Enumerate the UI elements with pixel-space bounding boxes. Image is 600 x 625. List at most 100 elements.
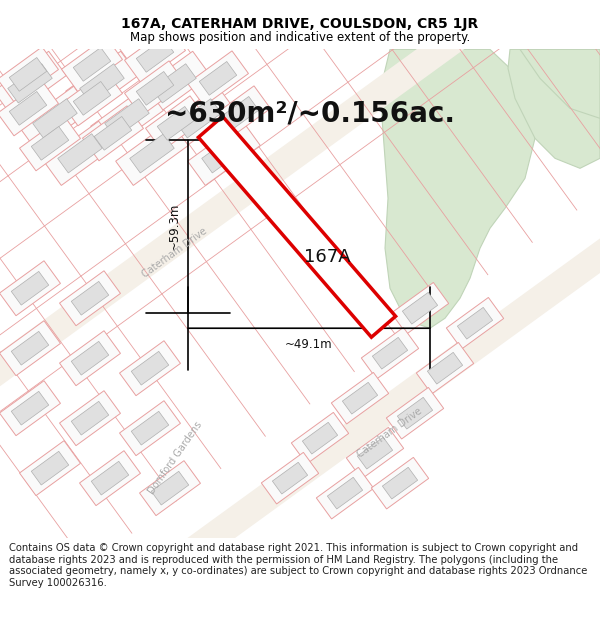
Polygon shape (91, 461, 129, 495)
Polygon shape (292, 412, 349, 464)
Text: Contains OS data © Crown copyright and database right 2021. This information is : Contains OS data © Crown copyright and d… (9, 543, 587, 588)
Polygon shape (371, 458, 428, 509)
Polygon shape (151, 471, 189, 505)
Text: 167A: 167A (304, 248, 350, 266)
Polygon shape (157, 106, 195, 140)
Polygon shape (202, 134, 246, 173)
Polygon shape (199, 61, 237, 95)
Polygon shape (19, 86, 91, 151)
Polygon shape (177, 99, 221, 138)
Polygon shape (221, 96, 259, 130)
Polygon shape (11, 271, 49, 305)
Polygon shape (373, 338, 407, 369)
Polygon shape (416, 342, 473, 394)
Polygon shape (343, 382, 377, 414)
Polygon shape (11, 331, 49, 365)
Text: Map shows position and indicative extent of the property.: Map shows position and indicative extent… (130, 31, 470, 44)
Polygon shape (209, 86, 271, 141)
Polygon shape (272, 462, 308, 494)
Polygon shape (136, 71, 174, 105)
Polygon shape (427, 352, 463, 384)
Polygon shape (199, 116, 395, 338)
Polygon shape (446, 298, 503, 349)
Polygon shape (361, 328, 419, 379)
Polygon shape (0, 81, 58, 136)
Polygon shape (59, 271, 121, 326)
Polygon shape (0, 381, 61, 436)
Polygon shape (71, 401, 109, 435)
Polygon shape (73, 81, 111, 115)
Polygon shape (44, 121, 116, 186)
Polygon shape (137, 51, 211, 116)
Text: Domford Gardens: Domford Gardens (146, 420, 204, 496)
Text: 167A, CATERHAM DRIVE, COULSDON, CR5 1JR: 167A, CATERHAM DRIVE, COULSDON, CR5 1JR (121, 17, 479, 31)
Polygon shape (125, 61, 185, 116)
Polygon shape (0, 51, 67, 116)
Polygon shape (457, 308, 493, 339)
Polygon shape (386, 388, 443, 439)
Polygon shape (316, 468, 374, 519)
Text: Caterham Drive: Caterham Drive (356, 406, 424, 460)
Polygon shape (262, 452, 319, 504)
Polygon shape (140, 461, 200, 516)
Polygon shape (130, 134, 174, 173)
Text: Caterham Drive: Caterham Drive (141, 226, 209, 280)
Polygon shape (520, 49, 600, 118)
Polygon shape (0, 321, 61, 376)
Polygon shape (136, 39, 174, 72)
Polygon shape (116, 121, 188, 186)
Polygon shape (83, 106, 143, 161)
Polygon shape (391, 282, 449, 334)
Polygon shape (9, 91, 47, 125)
Polygon shape (119, 341, 181, 396)
Polygon shape (71, 341, 109, 375)
Polygon shape (328, 478, 362, 509)
Polygon shape (131, 411, 169, 445)
Polygon shape (20, 116, 80, 171)
Polygon shape (80, 64, 124, 103)
Polygon shape (20, 441, 80, 496)
Polygon shape (58, 134, 102, 173)
Polygon shape (403, 292, 437, 324)
Polygon shape (33, 99, 77, 138)
Text: ~59.3m: ~59.3m (167, 203, 181, 251)
Polygon shape (331, 372, 389, 424)
Polygon shape (146, 96, 206, 151)
Polygon shape (31, 126, 69, 160)
Polygon shape (59, 331, 121, 386)
Polygon shape (0, 0, 600, 602)
Polygon shape (11, 391, 49, 425)
Polygon shape (508, 49, 600, 168)
Polygon shape (125, 28, 185, 83)
Polygon shape (31, 451, 69, 485)
Polygon shape (105, 99, 149, 138)
Polygon shape (302, 422, 338, 454)
Polygon shape (131, 351, 169, 385)
Polygon shape (71, 281, 109, 315)
Polygon shape (73, 48, 111, 81)
Polygon shape (188, 121, 260, 186)
Polygon shape (62, 37, 122, 92)
Polygon shape (119, 401, 181, 456)
Polygon shape (346, 428, 404, 479)
Polygon shape (59, 391, 121, 446)
Text: ~49.1m: ~49.1m (285, 338, 333, 351)
Polygon shape (9, 58, 47, 91)
Polygon shape (0, 44, 600, 625)
Polygon shape (382, 49, 535, 328)
Polygon shape (80, 451, 140, 506)
Polygon shape (65, 51, 139, 116)
Polygon shape (91, 86, 163, 151)
Polygon shape (152, 64, 196, 103)
Polygon shape (358, 438, 392, 469)
Polygon shape (188, 51, 248, 106)
Text: ~630m²/~0.156ac.: ~630m²/~0.156ac. (165, 99, 455, 127)
Polygon shape (397, 398, 433, 429)
Polygon shape (163, 86, 235, 151)
Polygon shape (0, 47, 58, 102)
Polygon shape (62, 71, 122, 126)
Polygon shape (8, 64, 52, 103)
Polygon shape (94, 116, 132, 150)
Polygon shape (0, 261, 61, 316)
Polygon shape (382, 468, 418, 499)
